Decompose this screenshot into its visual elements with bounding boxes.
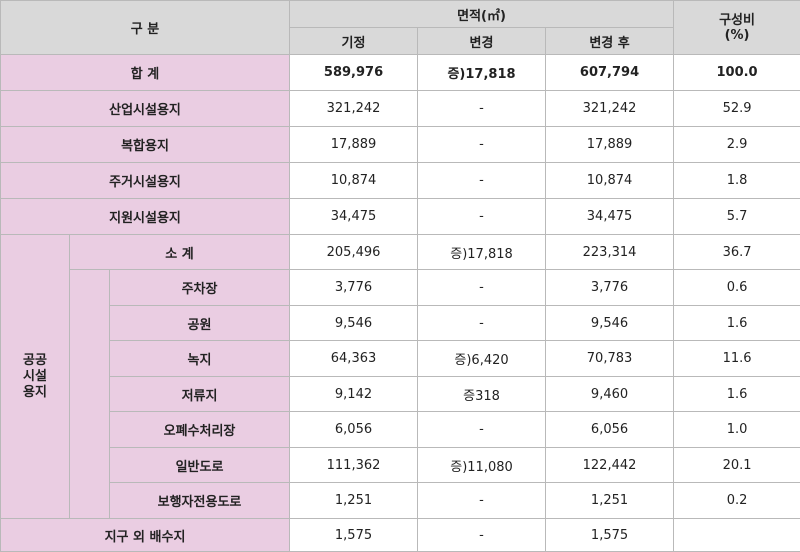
row-label: 주차장 <box>110 270 290 306</box>
row-after: 122,442 <box>546 448 674 483</box>
row-existing: 64,363 <box>290 341 418 377</box>
total-change: 증)17,818 <box>418 55 546 91</box>
row-change: - <box>418 306 546 341</box>
public-group-line: 용지 <box>23 385 47 400</box>
row-after: 3,776 <box>546 270 674 306</box>
total-label: 합 계 <box>1 55 290 91</box>
table-row: 오폐수처리장 6,056 - 6,056 1.0 <box>1 412 800 448</box>
row-ratio: 52.9 <box>674 91 800 127</box>
header-existing: 기정 <box>290 28 418 55</box>
row-label: 일반도로 <box>110 448 290 483</box>
total-ratio: 100.0 <box>674 55 800 91</box>
subtotal-change: 증)17,818 <box>418 235 546 270</box>
row-change: - <box>418 199 546 235</box>
row-ratio: 0.2 <box>674 483 800 519</box>
row-after: 34,475 <box>546 199 674 235</box>
row-after: 1,251 <box>546 483 674 519</box>
row-label: 복합용지 <box>1 127 290 163</box>
row-ratio: 11.6 <box>674 341 800 377</box>
row-existing: 6,056 <box>290 412 418 448</box>
row-label: 오폐수처리장 <box>110 412 290 448</box>
subtotal-label: 소 계 <box>70 235 290 270</box>
table-row: 복합용지 17,889 - 17,889 2.9 <box>1 127 800 163</box>
total-after: 607,794 <box>546 55 674 91</box>
row-change: 증)11,080 <box>418 448 546 483</box>
row-after: 321,242 <box>546 91 674 127</box>
row-ratio: 0.6 <box>674 270 800 306</box>
row-change: - <box>418 483 546 519</box>
public-group-line: 공공 <box>23 353 47 368</box>
row-existing: 1,251 <box>290 483 418 519</box>
row-after: 10,874 <box>546 163 674 199</box>
row-after: 9,546 <box>546 306 674 341</box>
row-existing: 321,242 <box>290 91 418 127</box>
row-after: 9,460 <box>546 377 674 412</box>
table-row: 녹지 64,363 증)6,420 70,783 11.6 <box>1 341 800 377</box>
table-row: 일반도로 111,362 증)11,080 122,442 20.1 <box>1 448 800 483</box>
row-change: - <box>418 412 546 448</box>
row-change: - <box>418 127 546 163</box>
public-group-label: 공공 시설 용지 <box>1 235 70 519</box>
row-after: 17,889 <box>546 127 674 163</box>
row-change: - <box>418 163 546 199</box>
total-row: 합 계 589,976 증)17,818 607,794 100.0 <box>1 55 800 91</box>
row-ratio: 1.6 <box>674 306 800 341</box>
subtotal-existing: 205,496 <box>290 235 418 270</box>
row-ratio: 1.6 <box>674 377 800 412</box>
row-existing: 34,475 <box>290 199 418 235</box>
header-after: 변경 후 <box>546 28 674 55</box>
table-row: 산업시설용지 321,242 - 321,242 52.9 <box>1 91 800 127</box>
row-change: - <box>418 91 546 127</box>
table-row: 보행자전용도로 1,251 - 1,251 0.2 <box>1 483 800 519</box>
header-category: 구 분 <box>1 1 290 55</box>
row-existing: 10,874 <box>290 163 418 199</box>
row-existing: 9,546 <box>290 306 418 341</box>
row-change: - <box>418 270 546 306</box>
row-label: 보행자전용도로 <box>110 483 290 519</box>
table-row: 공원 9,546 - 9,546 1.6 <box>1 306 800 341</box>
row-ratio: 1.0 <box>674 412 800 448</box>
table-row: 주차장 3,776 - 3,776 0.6 <box>1 270 800 306</box>
row-after: 70,783 <box>546 341 674 377</box>
table-row: 저류지 9,142 증318 9,460 1.6 <box>1 377 800 412</box>
row-label: 저류지 <box>110 377 290 412</box>
subtotal-after: 223,314 <box>546 235 674 270</box>
row-ratio: 20.1 <box>674 448 800 483</box>
row-existing: 111,362 <box>290 448 418 483</box>
public-indent-cell <box>70 270 110 519</box>
row-ratio: 1.8 <box>674 163 800 199</box>
subtotal-ratio: 36.7 <box>674 235 800 270</box>
row-change: 증)6,420 <box>418 341 546 377</box>
row-after: 6,056 <box>546 412 674 448</box>
header-change: 변경 <box>418 28 546 55</box>
row-existing: 3,776 <box>290 270 418 306</box>
row-label: 지원시설용지 <box>1 199 290 235</box>
table-row: 지원시설용지 34,475 - 34,475 5.7 <box>1 199 800 235</box>
row-existing: 17,889 <box>290 127 418 163</box>
header-ratio: 구성비 (%) <box>674 1 800 55</box>
row-label: 산업시설용지 <box>1 91 290 127</box>
row-existing: 9,142 <box>290 377 418 412</box>
row-ratio: 2.9 <box>674 127 800 163</box>
header-area: 면적(㎡) <box>290 1 674 28</box>
row-label: 녹지 <box>110 341 290 377</box>
row-ratio: 5.7 <box>674 199 800 235</box>
row-label: 공원 <box>110 306 290 341</box>
total-existing: 589,976 <box>290 55 418 91</box>
row-label: 주거시설용지 <box>1 163 290 199</box>
subtotal-row: 공공 시설 용지 소 계 205,496 증)17,818 223,314 36… <box>1 235 800 270</box>
row-change: 증318 <box>418 377 546 412</box>
table-row: 주거시설용지 10,874 - 10,874 1.8 <box>1 163 800 199</box>
public-group-line: 시설 <box>23 369 47 384</box>
